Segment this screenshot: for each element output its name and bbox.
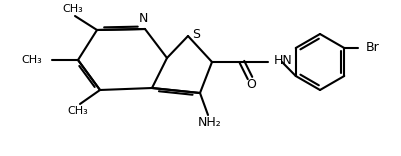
Text: CH₃: CH₃ (21, 55, 42, 65)
Text: N: N (138, 12, 147, 25)
Text: S: S (192, 29, 200, 41)
Text: NH₂: NH₂ (198, 115, 221, 129)
Text: Br: Br (365, 41, 379, 54)
Text: CH₃: CH₃ (63, 4, 83, 14)
Text: HN: HN (273, 54, 292, 68)
Text: O: O (245, 78, 255, 92)
Text: CH₃: CH₃ (67, 106, 88, 116)
